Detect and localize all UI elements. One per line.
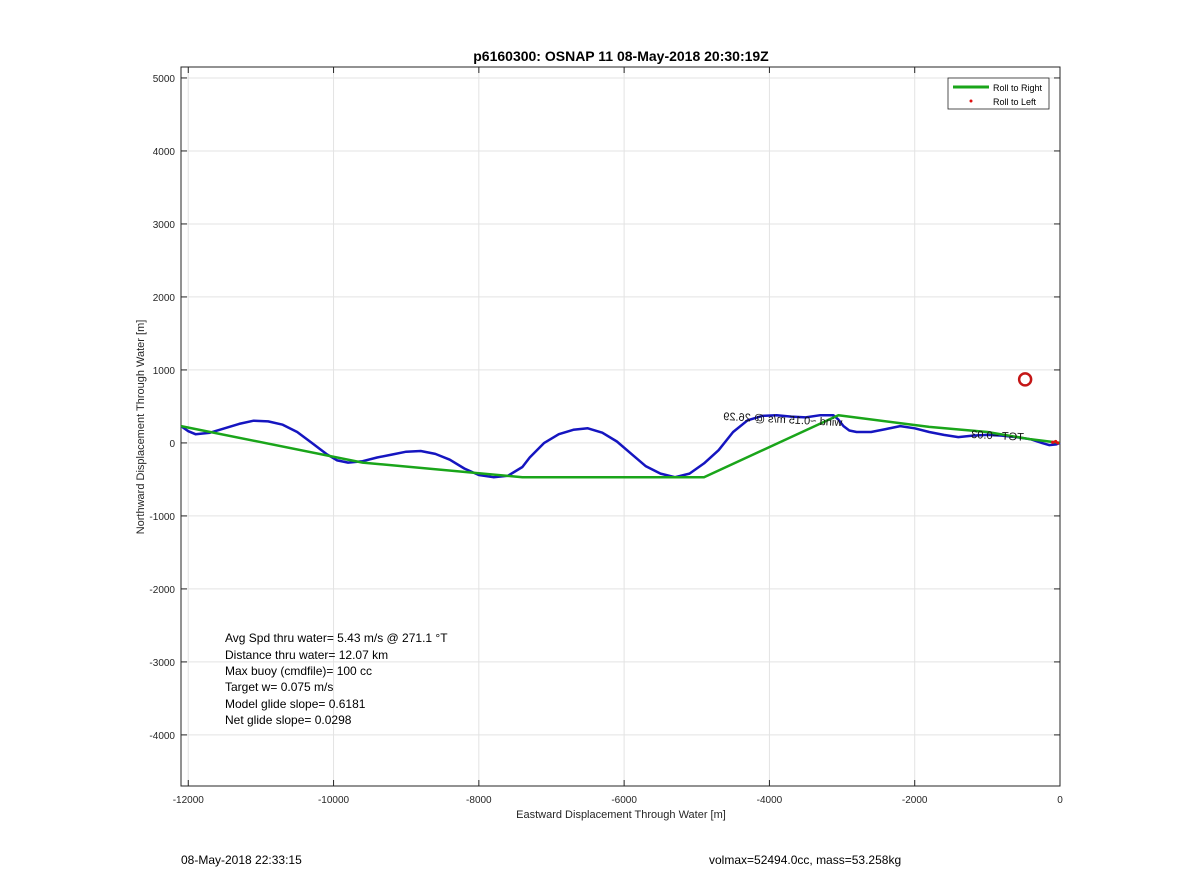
roll-left-point [1056, 441, 1060, 445]
y-axis-label: Northward Displacement Through Water [m] [135, 320, 147, 535]
x-tick-label: -6000 [611, 795, 637, 806]
chart-title: p6160300: OSNAP 11 08-May-2018 20:30:19Z [473, 48, 769, 64]
y-tick-label: 3000 [153, 220, 176, 231]
legend-label-roll-right: Roll to Right [993, 83, 1043, 93]
y-tick-label: 4000 [153, 147, 176, 158]
x-tick-label: -4000 [757, 795, 783, 806]
y-tick-label: -4000 [149, 731, 175, 742]
track-label: TGT ~0.03 [971, 429, 1024, 444]
x-axis-label: Eastward Displacement Through Water [m] [516, 809, 726, 821]
y-tick-label: 0 [169, 439, 175, 450]
markers-layer [1017, 372, 1033, 387]
series-line-track [180, 413, 1061, 479]
stat-max-buoy: Max buoy (cmdfile)= 100 cc [225, 664, 372, 678]
y-tick-label: -1000 [149, 512, 175, 523]
x-tick-label: -12000 [173, 795, 205, 806]
y-tick-label: -3000 [149, 658, 175, 669]
x-tick-label: -2000 [902, 795, 928, 806]
roll-left-point [1051, 440, 1055, 444]
stats-annotation: Avg Spd thru water= 5.43 m/s @ 271.1 °T … [225, 631, 448, 727]
stat-distance: Distance thru water= 12.07 km [225, 648, 388, 662]
y-tick-label: 5000 [153, 74, 176, 85]
series-line-roll-to-right [180, 413, 1061, 479]
stat-avg-speed: Avg Spd thru water= 5.43 m/s @ 271.1 °T [225, 631, 448, 645]
y-tick-label: -2000 [149, 585, 175, 596]
x-tick-label: -10000 [318, 795, 350, 806]
series-layer [180, 413, 1061, 479]
stat-net-glide: Net glide slope= 0.0298 [225, 713, 352, 727]
y-tick-label: 2000 [153, 293, 176, 304]
legend-label-roll-left: Roll to Left [993, 97, 1037, 107]
stat-model-glide: Model glide slope= 0.6181 [225, 697, 366, 711]
legend-box [947, 77, 1050, 110]
target-circle [1017, 372, 1033, 387]
footer-timestamp: 08-May-2018 22:33:15 [181, 853, 302, 867]
legend: Roll to Right Roll to Left [947, 77, 1050, 110]
stat-target-w: Target w= 0.075 m/s [225, 680, 333, 694]
legend-swatch-roll-left [969, 99, 973, 103]
axis-ticks: -12000 -10000 -8000 -6000 -4000 -2000 05000400… [149, 67, 1063, 806]
footer-info: volmax=52494.0cc, mass=53.258kg [709, 853, 902, 867]
x-tick-label: -8000 [466, 795, 492, 806]
y-tick-label: 1000 [153, 366, 176, 377]
x-tick-label: 0 [1057, 795, 1063, 806]
grid-lines [181, 67, 1061, 786]
